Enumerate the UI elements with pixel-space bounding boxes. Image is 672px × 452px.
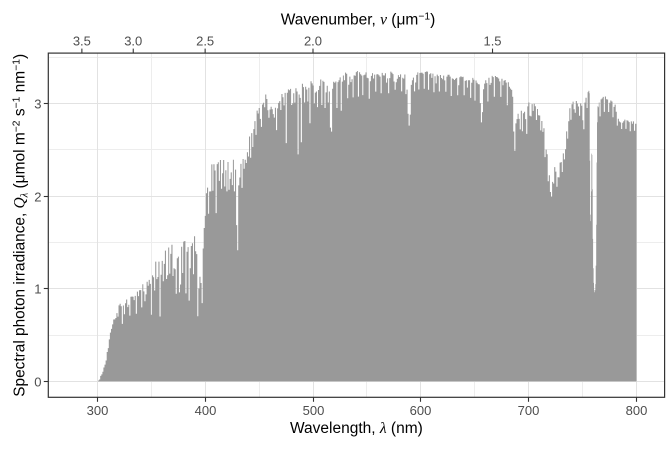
svg-text:3: 3 [34,97,41,112]
svg-text:Wavenumber, ν (μm−1): Wavenumber, ν (μm−1) [281,11,435,28]
svg-text:2: 2 [34,190,41,205]
svg-text:Spectral photon irradiance, Qλ: Spectral photon irradiance, Qλ (μmol m−2… [11,54,30,397]
svg-text:2.0: 2.0 [304,34,322,49]
svg-text:800: 800 [626,403,648,418]
svg-text:300: 300 [87,403,109,418]
svg-text:Wavelength, λ (nm): Wavelength, λ (nm) [290,420,423,437]
svg-text:600: 600 [410,403,432,418]
svg-text:3.5: 3.5 [73,34,91,49]
svg-text:0: 0 [34,375,41,390]
svg-text:3.0: 3.0 [124,34,142,49]
svg-text:500: 500 [303,403,325,418]
svg-text:1.5: 1.5 [483,34,501,49]
svg-text:2.5: 2.5 [196,34,214,49]
svg-text:700: 700 [518,403,540,418]
svg-text:1: 1 [34,282,41,297]
svg-text:400: 400 [195,403,217,418]
